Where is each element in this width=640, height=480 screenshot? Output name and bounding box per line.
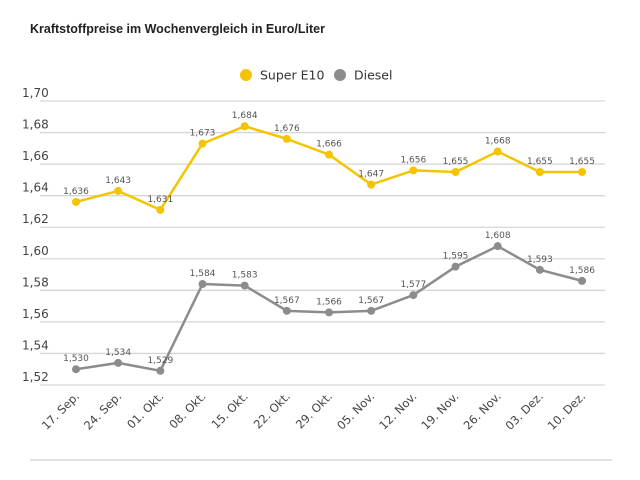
y-tick-label: 1,68 bbox=[22, 118, 49, 132]
y-tick-label: 1,56 bbox=[22, 307, 49, 321]
data-point bbox=[240, 281, 249, 290]
data-point bbox=[493, 147, 502, 156]
data-label: 1,529 bbox=[147, 356, 173, 366]
data-label: 1,530 bbox=[63, 354, 89, 364]
y-tick-label: 1,60 bbox=[22, 244, 49, 258]
x-tick-label: 10. Dez. bbox=[545, 389, 589, 433]
data-label: 1,643 bbox=[105, 176, 131, 186]
data-label: 1,655 bbox=[527, 157, 553, 167]
data-label: 1,631 bbox=[147, 195, 173, 205]
data-label: 1,534 bbox=[105, 348, 131, 358]
data-point bbox=[156, 366, 165, 375]
data-point bbox=[72, 365, 80, 374]
data-point bbox=[535, 265, 544, 274]
data-point bbox=[282, 306, 291, 315]
y-tick-label: 1,70 bbox=[22, 86, 49, 100]
data-point bbox=[578, 168, 587, 176]
data-label: 1,647 bbox=[358, 170, 384, 180]
x-tick-label: 22. Okt. bbox=[251, 389, 293, 431]
y-tick-label: 1,62 bbox=[22, 212, 49, 226]
data-point bbox=[578, 276, 587, 285]
data-point bbox=[325, 150, 334, 159]
data-label: 1,586 bbox=[569, 266, 595, 276]
data-label: 1,655 bbox=[443, 157, 469, 167]
data-point bbox=[493, 242, 502, 251]
x-tick-label: 08. Okt. bbox=[166, 389, 208, 431]
data-label: 1,636 bbox=[63, 187, 89, 197]
data-label: 1,655 bbox=[569, 157, 595, 167]
data-label: 1,684 bbox=[232, 111, 258, 121]
data-point bbox=[198, 280, 207, 289]
data-point bbox=[72, 197, 80, 206]
legend-marker bbox=[334, 69, 346, 81]
data-point bbox=[535, 168, 544, 176]
data-label: 1,583 bbox=[232, 271, 258, 281]
data-point bbox=[156, 205, 165, 214]
data-label: 1,567 bbox=[274, 296, 300, 306]
data-point bbox=[114, 186, 123, 195]
data-label: 1,593 bbox=[527, 255, 553, 265]
data-label: 1,595 bbox=[443, 252, 469, 262]
y-tick-label: 1,66 bbox=[22, 149, 49, 163]
x-tick-label: 19. Nov. bbox=[418, 389, 461, 432]
x-tick-label: 03. Dez. bbox=[502, 389, 546, 433]
chart-title: Kraftstoffpreise im Wochenvergleich in E… bbox=[30, 22, 325, 36]
y-tick-label: 1,54 bbox=[22, 338, 49, 352]
data-point bbox=[198, 139, 207, 148]
data-label: 1,656 bbox=[400, 155, 426, 165]
data-point bbox=[367, 180, 376, 189]
x-tick-label: 29. Okt. bbox=[293, 389, 335, 431]
data-point bbox=[325, 308, 334, 317]
data-label: 1,584 bbox=[190, 269, 216, 279]
x-tick-label: 15. Okt. bbox=[208, 389, 250, 431]
data-point bbox=[409, 291, 418, 300]
legend-marker bbox=[240, 69, 252, 81]
y-tick-label: 1,52 bbox=[22, 370, 49, 384]
data-point bbox=[409, 166, 418, 175]
x-tick-label: 05. Nov. bbox=[334, 389, 377, 432]
data-point bbox=[451, 262, 460, 271]
data-point bbox=[240, 122, 249, 131]
x-tick-label: 01. Okt. bbox=[124, 389, 166, 431]
data-label: 1,673 bbox=[190, 129, 216, 139]
data-label: 1,668 bbox=[485, 136, 511, 146]
data-label: 1,608 bbox=[485, 231, 511, 241]
data-label: 1,567 bbox=[358, 296, 384, 306]
x-tick-label: 26. Nov. bbox=[461, 389, 504, 432]
data-label: 1,577 bbox=[400, 280, 426, 290]
legend-label: Diesel bbox=[354, 68, 392, 83]
x-tick-label: 17. Sep. bbox=[39, 389, 82, 432]
x-tick-label: 24. Sep. bbox=[81, 389, 124, 432]
data-point bbox=[282, 134, 291, 143]
data-point bbox=[114, 358, 123, 367]
data-label: 1,676 bbox=[274, 124, 300, 134]
data-label: 1,566 bbox=[316, 297, 342, 307]
x-tick-label: 12. Nov. bbox=[376, 389, 419, 432]
y-tick-label: 1,64 bbox=[22, 181, 49, 195]
y-tick-label: 1,58 bbox=[22, 275, 49, 289]
data-label: 1,666 bbox=[316, 140, 342, 150]
legend-label: Super E10 bbox=[260, 68, 324, 83]
data-point bbox=[367, 306, 376, 315]
data-point bbox=[451, 168, 460, 176]
